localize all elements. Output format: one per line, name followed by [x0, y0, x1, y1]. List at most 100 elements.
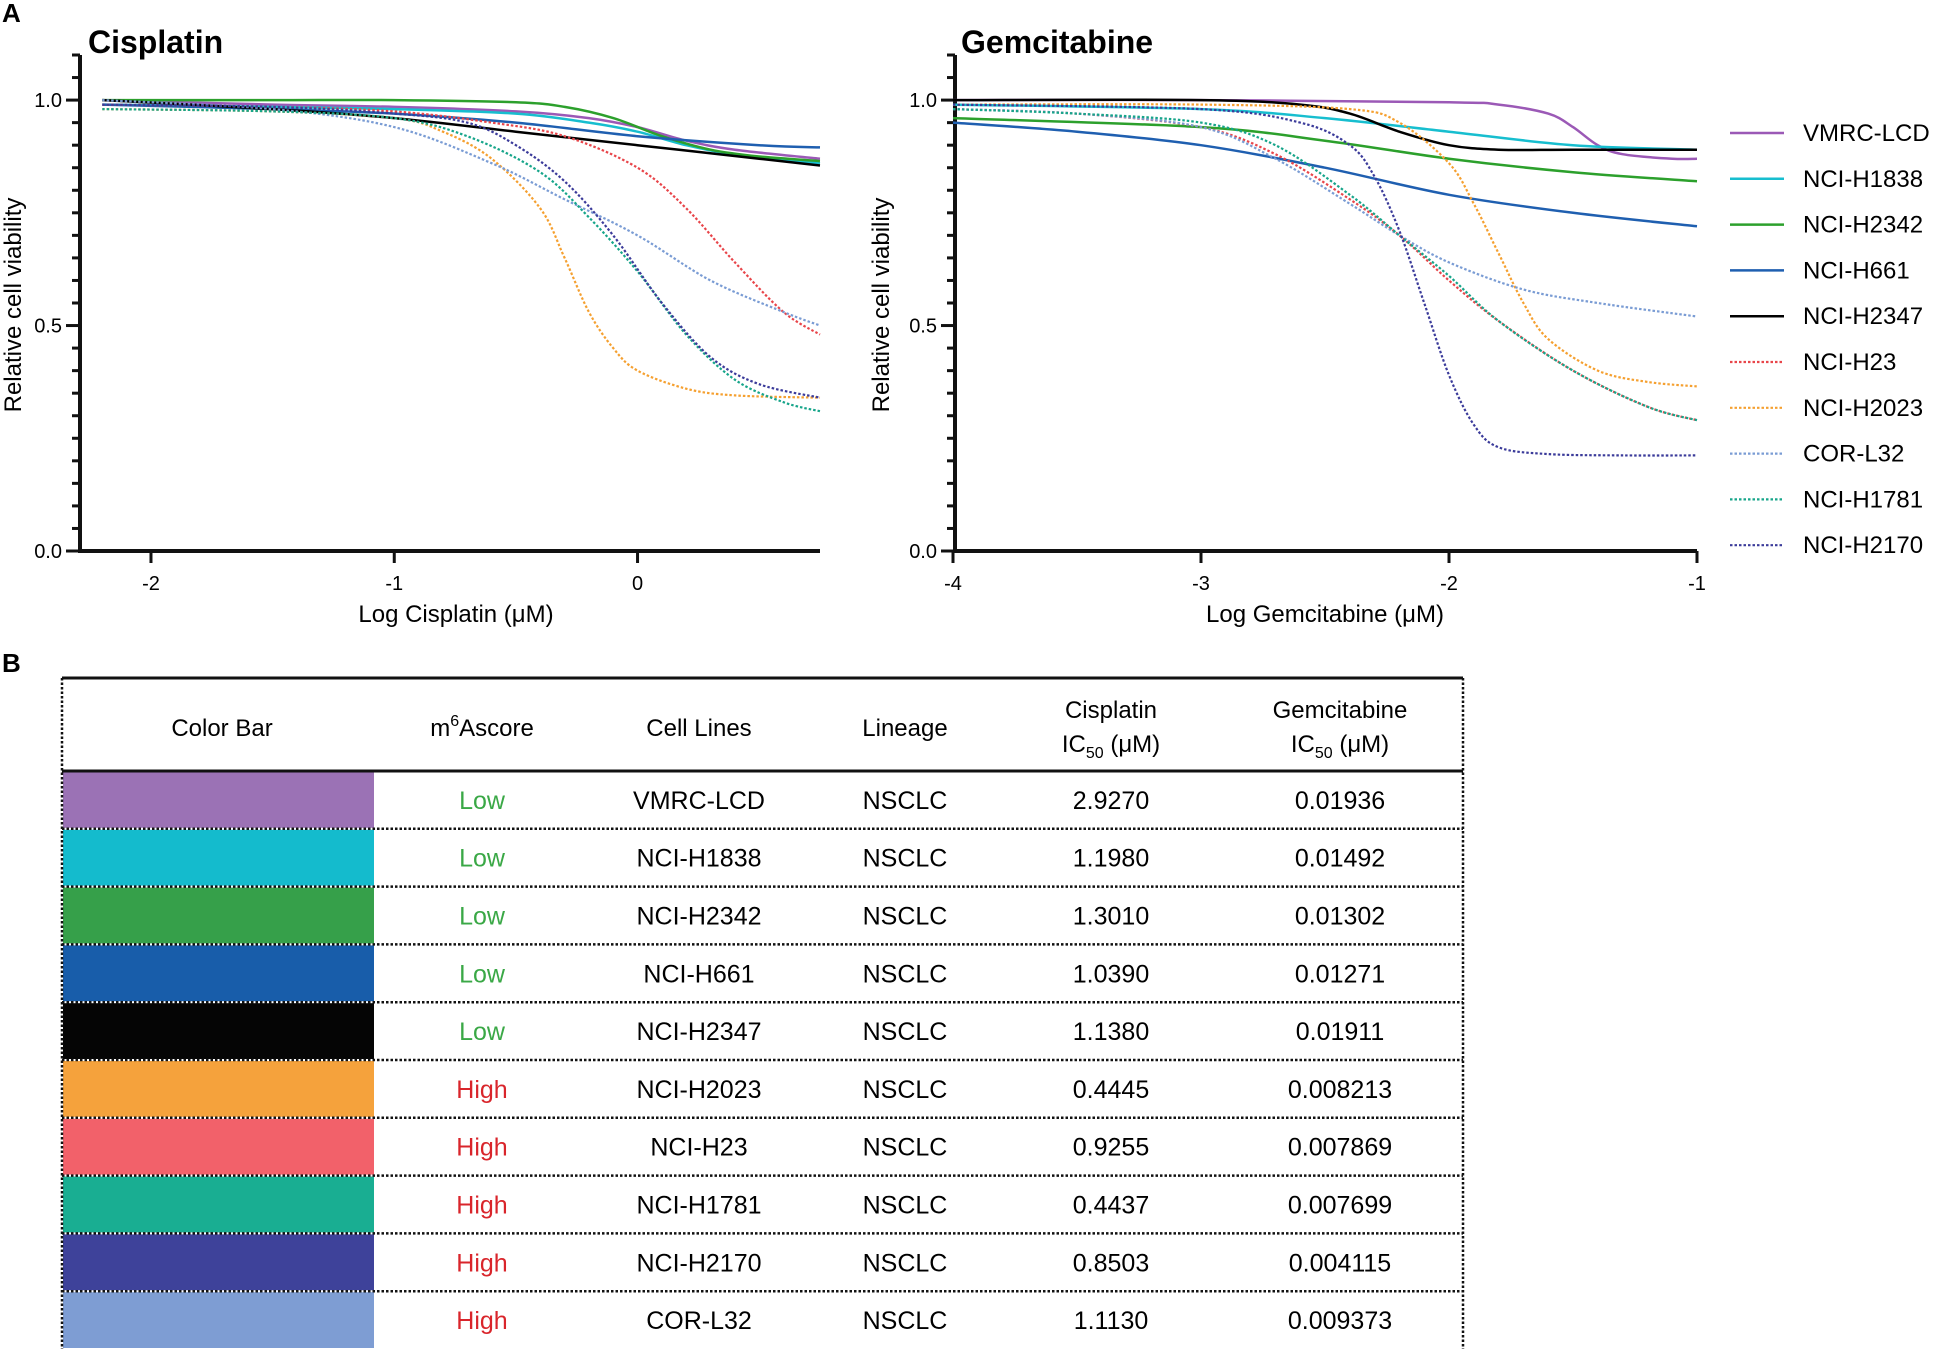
- panel-label-a: A: [2, 0, 21, 28]
- cell-line-cell: NCI-H1781: [636, 1192, 761, 1220]
- gemcitabine-ic50-cell: 0.01936: [1295, 787, 1385, 815]
- cisplatin-ic50-cell: 1.0390: [1073, 960, 1149, 988]
- m6ascore-cell: Low: [459, 845, 506, 873]
- color-bar-swatch: [63, 887, 374, 944]
- gemcitabine-ic50-cell: 0.01911: [1296, 1018, 1385, 1046]
- gemcitabine-x-tick-label: -1: [1688, 573, 1706, 595]
- lineage-cell: NSCLC: [863, 1307, 948, 1335]
- gemcitabine-line-nci-h23: [952, 108, 1698, 422]
- table-body: Low VMRC-LCD NSCLC 2.9270 0.01936 Low NCI-H183…: [63, 772, 1392, 1348]
- color-bar-swatch: [63, 1292, 374, 1348]
- gemcitabine-y-tick-label: 0.0: [909, 541, 937, 563]
- header-cisplatin: Cisplatin: [1065, 697, 1157, 724]
- table-row: High NCI-H1781 NSCLC 0.4437 0.007699: [63, 1176, 1392, 1233]
- cell-line-cell: NCI-H23: [650, 1134, 747, 1162]
- cisplatin-ic50-cell: 0.8503: [1073, 1249, 1149, 1277]
- legend-item-cor-l32: COR-L32: [1730, 441, 1904, 468]
- lineage-cell: NSCLC: [863, 903, 948, 931]
- lineage-cell: NSCLC: [863, 1134, 948, 1162]
- gemcitabine-ic50-cell: 0.004115: [1289, 1249, 1391, 1277]
- gemcitabine-x-axis-label: Log Gemcitabine (μM): [1206, 601, 1444, 628]
- cisplatin-y-axis-label: Relative cell viability: [0, 198, 27, 413]
- panel-label-b: B: [2, 648, 21, 678]
- header-m6a-sup: 6: [450, 713, 459, 730]
- gemcitabine-chart: Gemcitabine 0.0 0.5 1.0 -4 -3 -2 -1 Log Gemcit…: [868, 24, 1706, 628]
- cell-line-cell: NCI-H2342: [636, 903, 761, 931]
- table-row: Low NCI-H661 NSCLC 1.0390 0.01271: [63, 945, 1385, 1002]
- legend-item-nci-h23: NCI-H23: [1730, 349, 1896, 376]
- cisplatin-y-tick-label: 0.5: [34, 316, 62, 338]
- lineage-cell: NSCLC: [863, 1249, 948, 1277]
- m6ascore-cell: High: [456, 1307, 507, 1335]
- cisplatin-x-axis-label: Log Cisplatin (μM): [358, 601, 553, 628]
- gemcitabine-x-tick-label: -2: [1440, 573, 1458, 595]
- header-m6ascore: m6Ascore: [430, 713, 534, 742]
- gemcitabine-line-nci-h2023: [952, 103, 1698, 388]
- legend-item-nci-h661: NCI-H661: [1730, 257, 1910, 284]
- gemcitabine-ic50-cell: 0.01492: [1295, 845, 1385, 873]
- lineage-cell: NSCLC: [863, 845, 948, 873]
- m6ascore-cell: Low: [459, 903, 506, 931]
- table-header-row: Color Bar m6Ascore Cell Lines Lineage Ci…: [171, 697, 1407, 762]
- cisplatin-chart: Cisplatin 0.0 0.5 1.0 -2 -1 0 Log Cisplatin (…: [0, 24, 821, 628]
- gemcitabine-y-tick-label: 0.5: [909, 316, 937, 338]
- cisplatin-y-tick-label: 1.0: [34, 90, 62, 112]
- lineage-cell: NSCLC: [863, 787, 948, 815]
- cell-line-cell: NCI-H2170: [636, 1249, 761, 1277]
- cisplatin-line-nci-h1781: [102, 108, 821, 413]
- color-bar-swatch: [63, 1118, 374, 1175]
- color-bar-swatch: [63, 772, 374, 828]
- gemcitabine-line-nci-h2342: [952, 116, 1698, 183]
- cisplatin-ic50-cell: 0.4437: [1073, 1192, 1149, 1220]
- legend-item-nci-h1781: NCI-H1781: [1730, 486, 1923, 513]
- cell-line-cell: NCI-H661: [643, 960, 754, 988]
- header-cell-lines: Cell Lines: [646, 715, 751, 742]
- cell-line-cell: NCI-H2023: [636, 1076, 761, 1104]
- legend-label: NCI-H23: [1803, 349, 1896, 376]
- gemcitabine-y-axis-label: Relative cell viability: [868, 198, 895, 413]
- table-row: High NCI-H2170 NSCLC 0.8503 0.004115: [63, 1234, 1391, 1291]
- cisplatin-ic50-cell: 1.1980: [1073, 845, 1149, 873]
- gemcitabine-ic50-cell: 0.007869: [1288, 1134, 1392, 1162]
- lineage-cell: NSCLC: [863, 960, 948, 988]
- cisplatin-ic50-cell: 1.3010: [1073, 903, 1149, 931]
- cisplatin-lines: [102, 98, 821, 413]
- color-bar-swatch: [63, 829, 374, 886]
- cisplatin-ic50-cell: 0.4445: [1073, 1076, 1149, 1104]
- gemcitabine-line-nci-h2170: [952, 103, 1698, 457]
- gemcitabine-lines: [952, 98, 1698, 457]
- color-bar-swatch: [63, 945, 374, 1002]
- gemcitabine-ic50-cell: 0.009373: [1288, 1307, 1392, 1335]
- legend-item-nci-h2170: NCI-H2170: [1730, 532, 1923, 559]
- cisplatin-axes: 0.0 0.5 1.0 -2 -1 0: [34, 53, 820, 595]
- cisplatin-line-nci-h23: [102, 103, 821, 336]
- legend: VMRC-LCD NCI-H1838 NCI-H2342 NCI-H661 NCI-H2…: [1730, 120, 1930, 559]
- gemcitabine-ic50-cell: 0.01271: [1295, 960, 1385, 988]
- cisplatin-x-tick-label: 0: [632, 573, 643, 595]
- cell-line-cell: VMRC-LCD: [633, 787, 765, 815]
- gemcitabine-axes: 0.0 0.5 1.0 -4 -3 -2 -1: [909, 53, 1706, 595]
- legend-item-nci-h1838: NCI-H1838: [1730, 166, 1923, 193]
- lineage-cell: NSCLC: [863, 1076, 948, 1104]
- lineage-cell: NSCLC: [863, 1018, 948, 1046]
- cisplatin-chart-title: Cisplatin: [88, 24, 223, 60]
- m6ascore-cell: High: [456, 1076, 507, 1104]
- cisplatin-ic50-cell: 1.1380: [1073, 1018, 1149, 1046]
- legend-label: NCI-H2023: [1803, 395, 1923, 422]
- color-bar-swatch: [63, 1003, 374, 1059]
- header-m6a-rest: Ascore: [459, 715, 534, 742]
- gemcitabine-y-tick-label: 1.0: [909, 90, 937, 112]
- legend-item-vmrc-lcd: VMRC-LCD: [1730, 120, 1930, 147]
- header-lineage: Lineage: [862, 715, 947, 742]
- legend-label: COR-L32: [1803, 441, 1904, 468]
- legend-label: NCI-H2170: [1803, 532, 1923, 559]
- cisplatin-ic50-cell: 0.9255: [1073, 1134, 1149, 1162]
- header-gemcitabine: Gemcitabine: [1273, 697, 1408, 724]
- cisplatin-line-cor-l32: [102, 99, 821, 327]
- gemcitabine-line-nci-h1781: [952, 108, 1698, 422]
- table-row: High NCI-H23 NSCLC 0.9255 0.007869: [63, 1118, 1392, 1175]
- cisplatin-x-tick-label: -2: [142, 573, 160, 595]
- gemcitabine-ic50-cell: 0.01302: [1295, 903, 1385, 931]
- cisplatin-line-nci-h2170: [102, 103, 821, 399]
- m6ascore-cell: Low: [459, 787, 506, 815]
